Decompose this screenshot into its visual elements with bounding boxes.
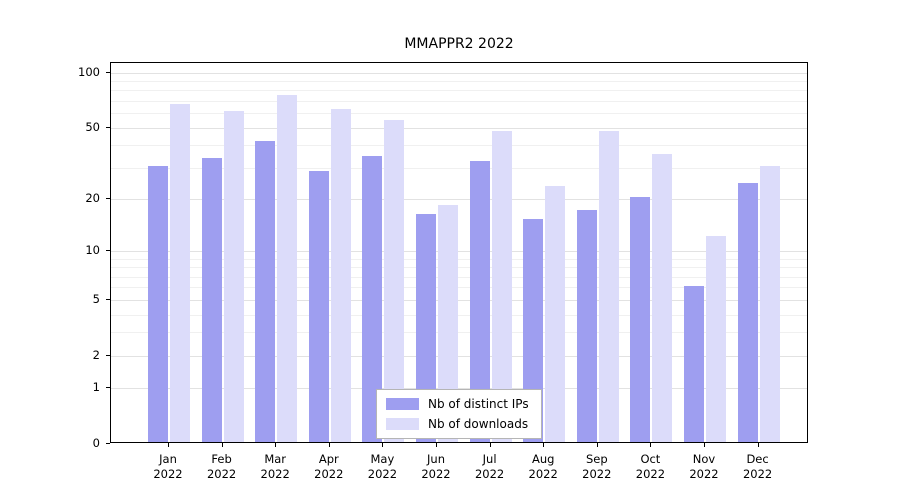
bar-distinct-ips-apr-2022 [308,171,329,442]
gridline-2 [111,355,807,357]
y-tickmark-1 [106,387,110,389]
y-tick-label-100: 100 [78,64,100,79]
legend-entry-downloads: Nb of downloads [386,417,529,431]
gridline-80 [111,90,807,92]
legend-label-downloads: Nb of downloads [428,417,529,431]
y-tick-label-10: 10 [85,243,100,258]
y-tickmark-50 [106,126,110,128]
x-tickmark-apr-2022 [328,443,330,447]
bar-downloads-nov-2022 [706,235,726,442]
x-tick-label-mar-2022: Mar 2022 [260,452,290,481]
y-tick-label-20: 20 [85,191,100,206]
x-tick-label-jun-2022: Jun 2022 [421,452,451,481]
x-tickmark-jul-2022 [489,443,491,447]
x-tick-label-may-2022: May 2022 [367,452,398,481]
gridline-8 [111,267,807,269]
legend-swatch-distinct-ips-icon [386,398,419,410]
x-tick-label-jan-2022: Jan 2022 [153,452,183,481]
gridline-9 [111,258,807,260]
bar-distinct-ips-may-2022 [362,156,383,442]
gridline-10 [111,251,807,253]
bar-downloads-apr-2022 [330,108,351,442]
x-tick-label-feb-2022: Feb 2022 [206,452,237,481]
bar-distinct-ips-nov-2022 [684,285,704,442]
bar-distinct-ips-jan-2022 [148,165,168,442]
bar-downloads-sep-2022 [598,130,619,442]
x-tick-label-dec-2022: Dec 2022 [742,452,773,481]
x-tickmark-jan-2022 [168,443,169,447]
bar-downloads-mar-2022 [277,94,298,442]
chart-title: MMAPPR2 2022 [404,36,514,52]
x-tick-label-jul-2022: Jul 2022 [474,452,505,481]
bar-distinct-ips-mar-2022 [255,141,276,442]
x-tickmark-sep-2022 [596,443,598,447]
y-tick-label-5: 5 [92,291,100,306]
y-tickmark-2 [106,354,110,356]
y-tick-label-0: 0 [92,436,100,450]
gridline-1 [111,388,807,390]
x-tick-label-nov-2022: Nov 2022 [689,452,719,481]
x-tickmark-jun-2022 [436,443,437,447]
gridline-6 [111,287,807,289]
gridline-100 [111,72,807,74]
y-tick-label-2: 2 [92,347,100,362]
bar-distinct-ips-feb-2022 [201,158,222,442]
bar-downloads-aug-2022 [545,186,566,442]
x-tickmark-oct-2022 [650,443,652,447]
bar-downloads-jul-2022 [491,130,512,442]
gridline-90 [111,81,807,83]
x-tickmark-nov-2022 [704,443,705,447]
y-tickmark-100 [106,71,110,73]
legend-label-distinct-ips: Nb of distinct IPs [428,397,529,411]
x-tick-label-aug-2022: Aug 2022 [528,452,558,481]
legend-entry-distinct-ips: Nb of distinct IPs [386,397,529,411]
y-tickmark-10 [106,250,110,252]
y-tick-label-50: 50 [85,119,100,134]
y-tick-label-1: 1 [92,380,100,395]
bar-distinct-ips-sep-2022 [576,209,597,442]
legend-swatch-downloads-icon [386,418,419,430]
legend: Nb of distinct IPs Nb of downloads [376,389,542,439]
gridline-30 [111,167,807,169]
bar-distinct-ips-jul-2022 [469,160,490,442]
bar-downloads-oct-2022 [652,153,673,442]
gridline-4 [111,314,807,316]
gridline-5 [111,299,807,301]
bar-downloads-dec-2022 [759,165,780,442]
x-tickmark-feb-2022 [221,443,223,447]
bar-distinct-ips-aug-2022 [523,219,544,442]
gridline-40 [111,145,807,147]
gridline-70 [111,101,807,103]
x-tick-label-sep-2022: Sep 2022 [582,452,612,481]
x-tickmark-aug-2022 [543,443,545,447]
bar-downloads-jun-2022 [438,205,458,442]
y-tickmark-0 [106,443,110,444]
x-tick-label-apr-2022: Apr 2022 [314,452,344,481]
gridline-50 [111,127,807,129]
bar-distinct-ips-oct-2022 [630,197,651,442]
gridline-3 [111,332,807,334]
gridline-60 [111,113,807,115]
gridline-7 [111,276,807,278]
bar-distinct-ips-jun-2022 [416,214,436,442]
x-tick-label-oct-2022: Oct 2022 [635,452,666,481]
x-tickmark-dec-2022 [757,443,759,447]
gridline-20 [111,199,807,201]
bar-downloads-feb-2022 [223,111,244,442]
x-tickmark-may-2022 [382,443,384,447]
y-tickmark-5 [106,298,110,300]
bar-downloads-jan-2022 [170,103,190,442]
bar-distinct-ips-dec-2022 [737,183,758,442]
y-tickmark-20 [106,198,110,200]
x-tickmark-mar-2022 [275,443,277,447]
plot-area: Nb of distinct IPs Nb of downloads [110,62,808,443]
bar-downloads-may-2022 [384,119,405,442]
